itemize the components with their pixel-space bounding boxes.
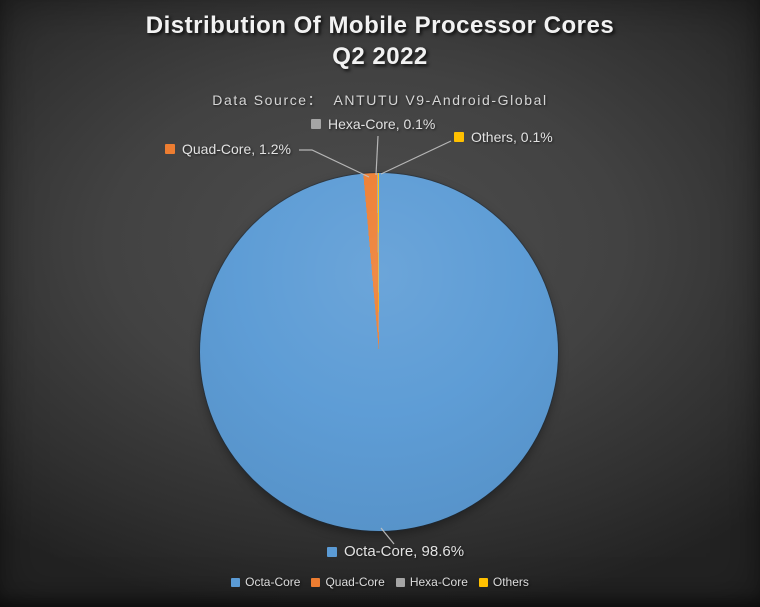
- callout-quad-core: Quad-Core, 1.2%: [165, 141, 291, 157]
- legend-item-quad-core: Quad-Core: [311, 575, 385, 589]
- leader-line-quad-core: [299, 149, 370, 178]
- leader-line-hexa-core: [375, 135, 379, 176]
- chart-title-line2: Q2 2022: [332, 43, 428, 70]
- pie: [200, 173, 558, 531]
- legend-octa-core-label: Octa-Core: [245, 575, 301, 589]
- leader-line-others: [380, 140, 452, 175]
- legend-hexa-core-swatch-icon: [395, 577, 405, 587]
- legend-others-label: Others: [492, 575, 529, 589]
- chart-title: Distribution Of Mobile Processor Cores Q…: [0, 10, 760, 72]
- callout-octa-core-label: Octa-Core, 98.6%: [344, 543, 465, 560]
- hexa-core-swatch-icon: [311, 119, 321, 129]
- legend-quad-core-swatch-icon: [311, 577, 321, 587]
- callout-hexa-core-label: Hexa-Core, 0.1%: [328, 116, 436, 132]
- chart-subtitle: Data Source： ANTUTU V9-Android-Global: [212, 92, 548, 108]
- quad-core-swatch-icon: [165, 144, 175, 154]
- others-swatch-icon: [454, 132, 464, 142]
- legend-item-hexa-core: Hexa-Core: [395, 575, 468, 589]
- legend: Octa-Core Quad-Core Hexa-Core Others: [0, 575, 760, 589]
- legend-item-others: Others: [478, 575, 529, 589]
- legend-octa-core-swatch-icon: [231, 577, 241, 587]
- callout-hexa-core: Hexa-Core, 0.1%: [311, 116, 435, 132]
- callout-octa-core: Octa-Core, 98.6%: [327, 543, 464, 560]
- octa-core-swatch-icon: [327, 546, 337, 557]
- legend-others-swatch-icon: [478, 577, 488, 587]
- legend-quad-core-label: Quad-Core: [325, 575, 385, 589]
- callout-quad-core-label: Quad-Core, 1.2%: [182, 141, 291, 157]
- callout-others: Others, 0.1%: [454, 129, 553, 145]
- legend-hexa-core-label: Hexa-Core: [409, 575, 468, 589]
- chart-title-line1: Distribution Of Mobile Processor Cores: [145, 12, 615, 39]
- legend-item-octa-core: Octa-Core: [231, 575, 300, 589]
- callout-others-label: Others, 0.1%: [471, 129, 553, 145]
